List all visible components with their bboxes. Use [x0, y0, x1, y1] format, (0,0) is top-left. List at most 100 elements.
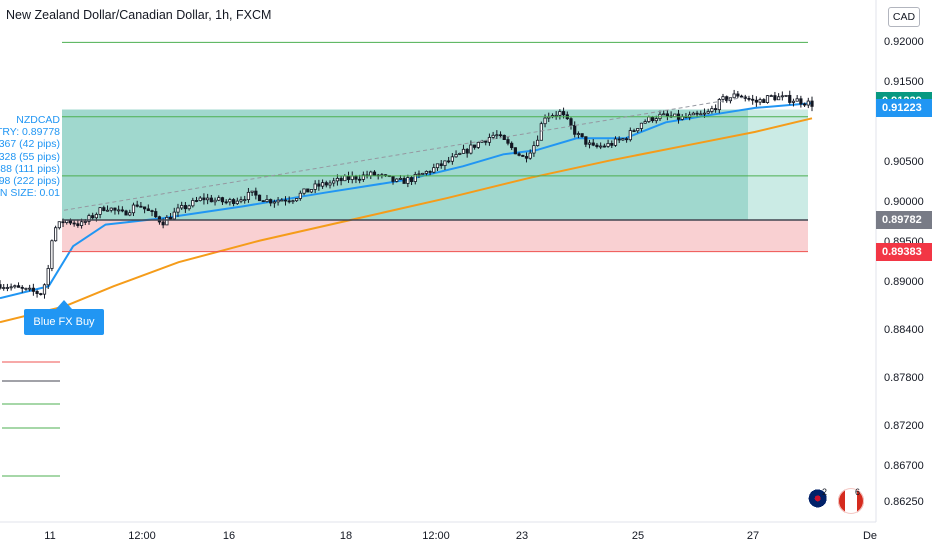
- candle-body: [747, 97, 751, 100]
- candle: [76, 219, 80, 228]
- candle: [732, 89, 736, 99]
- time-tick-label: 18: [339, 530, 353, 542]
- candle-body: [0, 284, 2, 289]
- candle: [265, 194, 269, 203]
- candle-body: [491, 134, 495, 138]
- candle-body: [50, 240, 54, 269]
- candle-body: [146, 208, 150, 212]
- candle: [691, 111, 695, 116]
- candle-body: [57, 221, 61, 229]
- candle: [332, 177, 336, 187]
- candle: [524, 152, 529, 163]
- candle: [109, 207, 113, 213]
- candle: [617, 136, 621, 144]
- candle: [491, 131, 495, 140]
- candle: [743, 94, 747, 102]
- candle-body: [799, 98, 803, 105]
- candle-body: [710, 108, 714, 112]
- candle: [250, 190, 254, 196]
- candle-body: [350, 175, 354, 180]
- candle: [139, 201, 143, 208]
- candle: [143, 206, 147, 214]
- candle: [625, 137, 629, 143]
- candle: [287, 196, 291, 204]
- candle: [105, 205, 110, 212]
- candle: [124, 209, 128, 216]
- take-profit-zone-projection: [748, 109, 808, 220]
- candle-body: [421, 172, 425, 175]
- candle: [769, 94, 773, 97]
- candle-body: [335, 177, 340, 182]
- candle: [54, 225, 58, 242]
- candle: [239, 196, 243, 204]
- candle-body: [16, 285, 21, 288]
- candle-body: [432, 167, 436, 173]
- candle: [131, 202, 136, 217]
- chart-title: New Zealand Dollar/Canadian Dollar, 1h, …: [6, 8, 272, 22]
- candle: [506, 136, 510, 146]
- candle-body: [206, 197, 210, 201]
- candle: [739, 94, 744, 98]
- candle-body: [309, 189, 314, 193]
- candle: [309, 189, 314, 194]
- candle: [587, 139, 592, 149]
- candle-body: [291, 200, 295, 203]
- candle-body: [702, 112, 707, 115]
- time-tick-label: 12:00: [422, 530, 450, 542]
- candle-body: [228, 199, 232, 203]
- candle-body: [617, 138, 621, 141]
- candle: [728, 97, 733, 104]
- candle: [257, 194, 262, 202]
- buy-signal-label[interactable]: Blue FX Buy: [24, 300, 104, 335]
- nzd-event-count: 2: [822, 487, 828, 497]
- candle: [472, 144, 477, 150]
- candle-body: [561, 111, 566, 116]
- candle-body: [447, 160, 451, 163]
- candle: [665, 110, 669, 121]
- candle-body: [713, 108, 718, 111]
- candle-body: [810, 100, 814, 107]
- candle: [439, 160, 443, 169]
- candle-body: [346, 175, 351, 180]
- candle-body: [413, 174, 417, 182]
- candle: [747, 95, 751, 102]
- candle-body: [183, 205, 187, 210]
- candle: [402, 175, 406, 184]
- price-tag-3: 0.89383: [876, 242, 932, 261]
- candle-body: [443, 160, 447, 166]
- candle-body: [339, 177, 343, 182]
- candle: [306, 188, 310, 193]
- candle: [573, 121, 577, 138]
- candle: [435, 163, 440, 171]
- candle: [291, 199, 295, 204]
- candle: [276, 196, 280, 206]
- candle-body: [688, 114, 692, 118]
- candle: [502, 134, 506, 140]
- candle-body: [636, 128, 640, 132]
- currency-button[interactable]: CAD: [888, 7, 920, 27]
- candle: [428, 170, 432, 176]
- candle: [558, 109, 562, 120]
- candle: [699, 110, 703, 116]
- cad-flag-icon[interactable]: [838, 488, 864, 514]
- nzd-flag-icon[interactable]: [806, 488, 832, 514]
- candle-body: [587, 142, 592, 145]
- candle: [802, 102, 807, 108]
- candle-body: [621, 138, 625, 141]
- candle-body: [39, 293, 43, 296]
- candle-body: [558, 111, 562, 116]
- candle-body: [472, 144, 477, 148]
- candle-body: [354, 175, 358, 180]
- candle: [50, 239, 54, 272]
- candle-body: [643, 121, 647, 124]
- candle: [220, 196, 225, 206]
- candle: [180, 201, 184, 210]
- candle-body: [287, 200, 291, 203]
- candle-body: [513, 147, 517, 155]
- candle: [725, 95, 729, 103]
- candle-body: [124, 210, 128, 216]
- candle: [172, 207, 176, 220]
- candle-body: [361, 174, 365, 180]
- candle-body: [517, 153, 521, 156]
